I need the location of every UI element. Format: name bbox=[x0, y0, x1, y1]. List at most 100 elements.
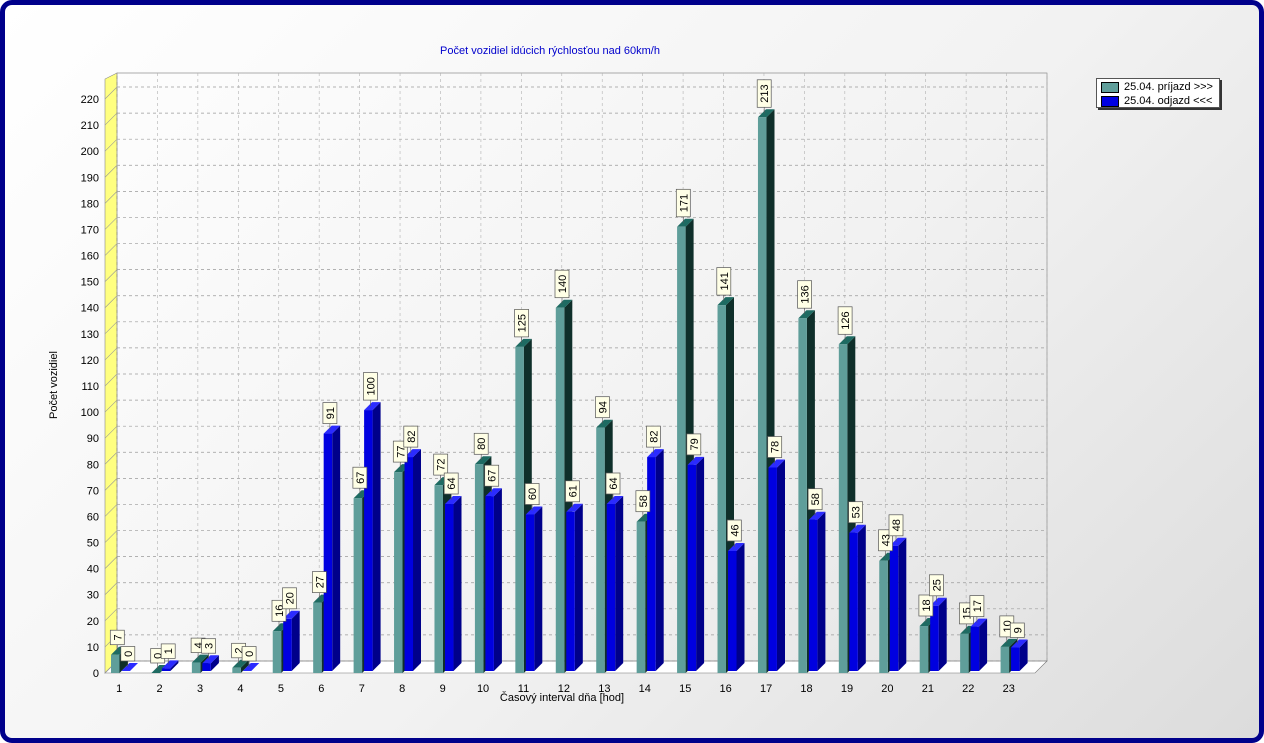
data-label-series-1-13: 94 bbox=[595, 396, 610, 424]
svg-text:2: 2 bbox=[234, 647, 246, 653]
svg-text:64: 64 bbox=[608, 477, 620, 489]
x-tick-label: 23 bbox=[1003, 683, 1015, 695]
data-label-series-2-7: 100 bbox=[363, 372, 378, 407]
data-label-series-2-2: 1 bbox=[160, 643, 176, 665]
y-tick-label: 190 bbox=[81, 172, 99, 184]
wall-tick-200 bbox=[104, 138, 118, 152]
wall-tick-80 bbox=[104, 452, 118, 465]
svg-text:60: 60 bbox=[527, 488, 539, 500]
data-label-series-1-6: 27 bbox=[312, 571, 327, 599]
wall-tick-40 bbox=[104, 556, 118, 569]
svg-text:43: 43 bbox=[881, 534, 893, 546]
x-tick-label: 6 bbox=[318, 683, 324, 695]
bar-series-2-18 bbox=[808, 511, 826, 671]
y-tick-label: 200 bbox=[81, 146, 99, 158]
x-axis-ticks: 1 2 3 4 5 6 7 8 9 10 11 12 13 14 15 16 17 18 19 20 21 22 23 bbox=[116, 683, 1015, 695]
data-label-series-2-16: 46 bbox=[726, 519, 742, 547]
y-tick-label: 40 bbox=[87, 564, 99, 576]
data-label-series-2-5: 20 bbox=[282, 587, 297, 615]
y-axis-ticks: 0 10 20 30 40 50 60 70 80 90 100 110 120 130 140 150 160… bbox=[81, 94, 99, 680]
y-tick-label: 180 bbox=[81, 198, 99, 210]
data-label-series-2-23: 9 bbox=[1009, 622, 1025, 644]
y-tick-label: 70 bbox=[87, 485, 99, 497]
x-tick-label: 15 bbox=[679, 683, 691, 695]
legend-label-series-2: 25.04. odjazd <<< bbox=[1124, 95, 1213, 107]
bar-series-2-22 bbox=[970, 618, 988, 671]
bar-series-2-3 bbox=[202, 655, 219, 671]
svg-text:64: 64 bbox=[446, 477, 458, 489]
svg-text:77: 77 bbox=[395, 445, 407, 457]
bar-series-2-19 bbox=[849, 524, 866, 671]
svg-text:61: 61 bbox=[568, 485, 580, 497]
data-label-series-2-3: 3 bbox=[201, 638, 216, 660]
svg-text:67: 67 bbox=[355, 472, 367, 484]
data-label-series-2-9: 64 bbox=[443, 472, 459, 500]
bar-series-2-4 bbox=[242, 663, 260, 671]
bar-series-2-23 bbox=[1011, 639, 1028, 671]
data-label-series-1-7: 67 bbox=[352, 466, 368, 495]
svg-text:78: 78 bbox=[770, 441, 782, 453]
chart-title: Počet vozidiel idúcich rýchlosťou nad 60… bbox=[440, 45, 660, 57]
wall-tick-100 bbox=[104, 399, 118, 413]
bar-series-2-9 bbox=[444, 496, 462, 671]
svg-text:91: 91 bbox=[325, 407, 337, 419]
svg-text:126: 126 bbox=[840, 311, 852, 329]
wall-tick-170 bbox=[104, 217, 118, 230]
data-label-series-1-18: 136 bbox=[797, 280, 812, 315]
y-tick-label: 80 bbox=[87, 459, 99, 471]
wall-tick-220 bbox=[104, 86, 118, 100]
svg-text:125: 125 bbox=[517, 314, 529, 332]
bar-series-2-17 bbox=[768, 459, 785, 671]
y-tick-label: 100 bbox=[81, 407, 99, 419]
bar-series-1-4 bbox=[232, 659, 249, 673]
wall-tick-50 bbox=[104, 530, 118, 543]
x-tick-label: 11 bbox=[518, 683, 529, 695]
data-label-series-2-19: 53 bbox=[848, 501, 863, 529]
bar-series-2-5 bbox=[283, 610, 300, 671]
x-tick-label: 9 bbox=[440, 683, 446, 695]
y-tick-label: 160 bbox=[81, 251, 99, 263]
svg-text:20: 20 bbox=[285, 592, 297, 604]
legend-item-series-2: 25.04. odjazd <<< bbox=[1101, 94, 1219, 108]
data-label-series-1-15: 171 bbox=[675, 188, 691, 223]
y-tick-label: 30 bbox=[87, 590, 99, 602]
wall-tick-120 bbox=[104, 347, 118, 361]
svg-text:82: 82 bbox=[648, 430, 660, 442]
svg-text:25: 25 bbox=[931, 579, 943, 591]
x-tick-label: 12 bbox=[558, 683, 570, 695]
x-tick-label: 18 bbox=[800, 683, 812, 695]
wall-tick-110 bbox=[104, 373, 118, 387]
svg-text:213: 213 bbox=[759, 84, 771, 102]
wall-tick-90 bbox=[104, 425, 118, 439]
bar-series-2-21 bbox=[930, 597, 947, 671]
x-tick-label: 1 bbox=[116, 683, 122, 695]
bar-series-2-2 bbox=[161, 660, 179, 671]
bar-series-2-11 bbox=[525, 506, 543, 671]
wall-tick-140 bbox=[104, 295, 118, 308]
data-label-series-2-15: 79 bbox=[686, 433, 702, 461]
data-label-series-2-6: 91 bbox=[322, 402, 338, 430]
wall-tick-70 bbox=[104, 478, 118, 491]
y-tick-label: 210 bbox=[81, 120, 99, 132]
x-tick-label: 8 bbox=[399, 683, 405, 695]
data-label-series-1-1: 7 bbox=[109, 629, 125, 651]
data-label-series-2-17: 78 bbox=[767, 436, 783, 464]
chart-legend: 25.04. príjazd >>> 25.04. odjazd <<< bbox=[1096, 78, 1220, 108]
data-label-series-2-8: 82 bbox=[403, 425, 419, 454]
wall-tick-160 bbox=[104, 243, 118, 256]
bar-series-2-16 bbox=[728, 543, 745, 671]
wall-tick-20 bbox=[104, 608, 118, 622]
svg-text:82: 82 bbox=[406, 430, 418, 442]
y-tick-label: 220 bbox=[81, 94, 99, 106]
svg-text:140: 140 bbox=[557, 275, 569, 293]
wall-tick-210 bbox=[104, 112, 118, 126]
data-label-series-2-20: 48 bbox=[888, 514, 904, 542]
x-axis-title: Časový interval dňa [hod] bbox=[500, 691, 624, 704]
y-tick-label: 10 bbox=[87, 642, 99, 654]
wall-tick-190 bbox=[104, 165, 118, 178]
y-tick-label: 150 bbox=[81, 277, 99, 289]
svg-text:0: 0 bbox=[123, 651, 135, 657]
svg-text:136: 136 bbox=[800, 285, 812, 303]
data-label-series-2-11: 60 bbox=[524, 483, 540, 511]
data-label-series-1-19: 126 bbox=[837, 306, 853, 341]
